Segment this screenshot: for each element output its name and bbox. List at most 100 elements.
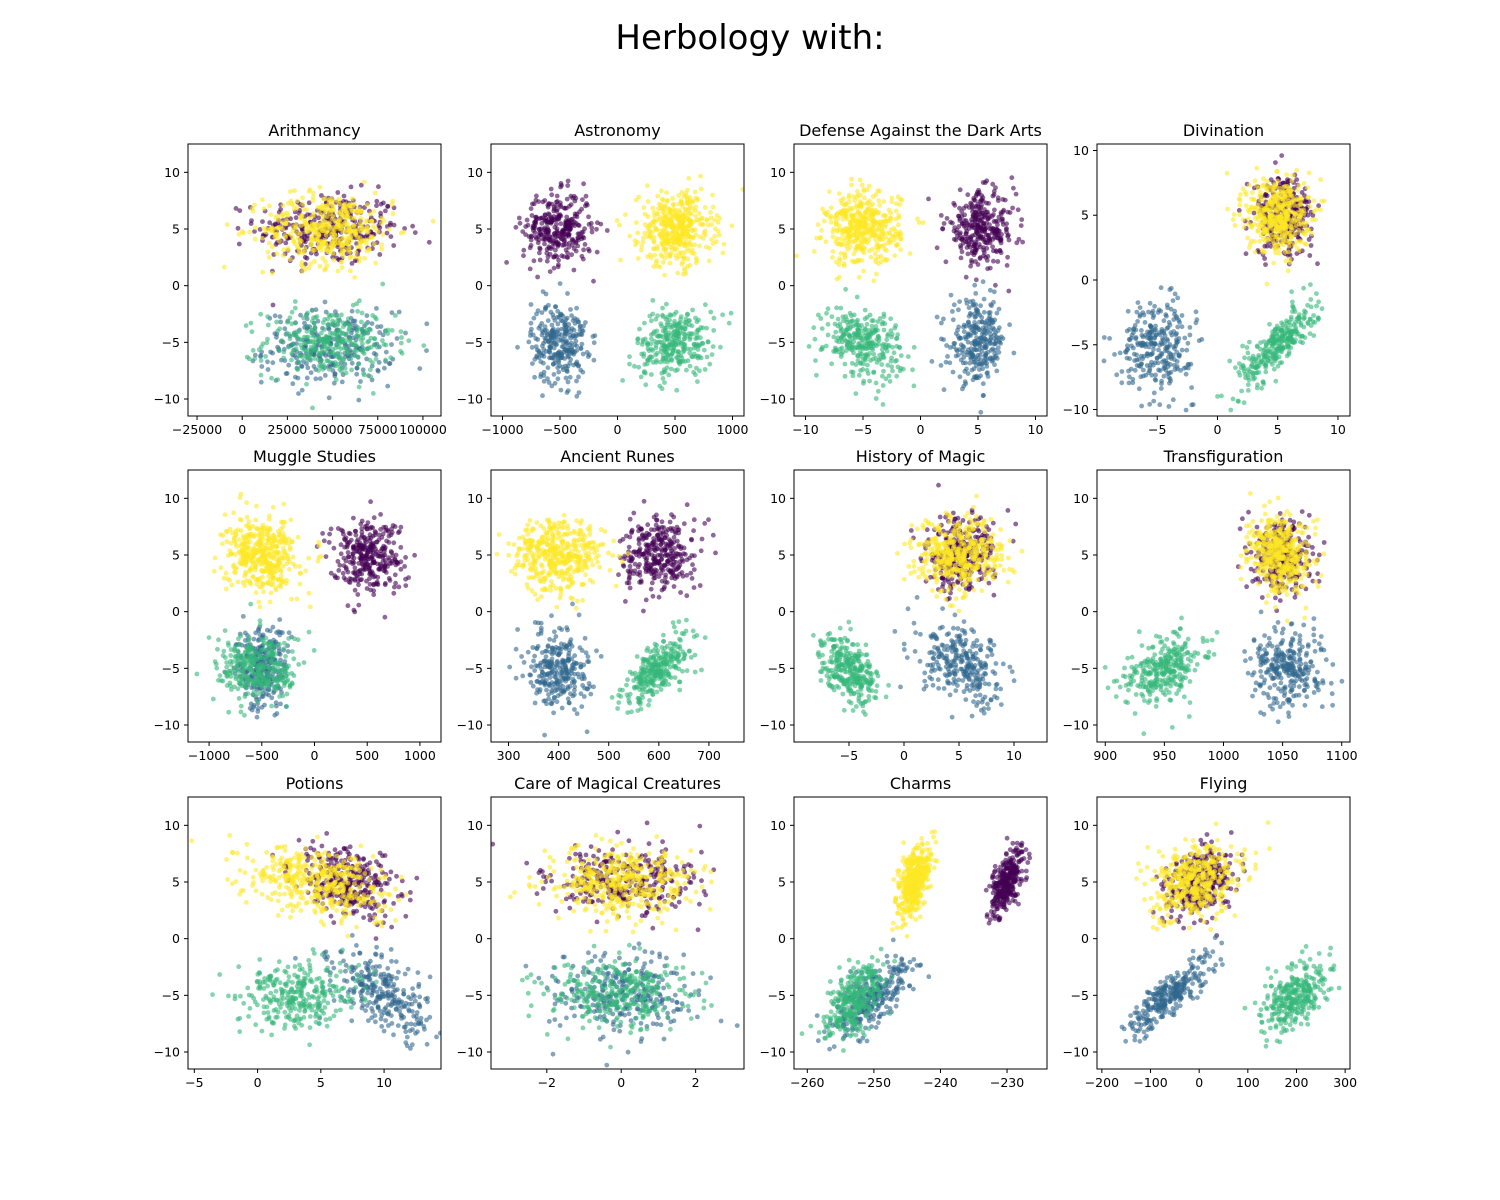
scatter-point xyxy=(850,373,856,379)
scatter-point xyxy=(287,336,293,342)
scatter-point xyxy=(641,235,646,241)
scatter-point xyxy=(873,396,879,401)
scatter-point xyxy=(646,222,652,228)
scatter-point xyxy=(681,332,687,337)
scatter-point xyxy=(654,350,660,356)
scatter-point xyxy=(614,218,620,223)
scatter-point xyxy=(258,311,264,317)
scatter-point xyxy=(885,240,891,246)
scatter-point xyxy=(326,207,332,213)
scatter-point xyxy=(555,199,560,204)
scatter-point xyxy=(866,216,871,222)
scatter-point xyxy=(323,266,328,272)
scatter-point xyxy=(591,278,596,284)
scatter-point xyxy=(953,237,959,243)
scatter-point xyxy=(704,217,709,223)
scatter-point xyxy=(1306,237,1312,242)
scatter-point xyxy=(532,374,537,380)
scatter-point xyxy=(643,370,648,376)
scatter-point xyxy=(300,268,305,274)
scatter-point xyxy=(709,222,714,228)
scatter-point xyxy=(849,360,855,366)
scatter-point xyxy=(650,298,656,303)
scatter-point xyxy=(698,216,704,222)
scatter-point xyxy=(979,335,985,341)
scatter-point xyxy=(1151,398,1157,404)
scatter-point xyxy=(813,358,818,363)
scatter-point xyxy=(1308,243,1314,248)
scatter-point xyxy=(911,344,917,350)
scatter-point xyxy=(515,344,520,350)
scatter-point xyxy=(532,230,538,236)
scatter-point xyxy=(369,321,375,326)
scatter-point xyxy=(311,190,316,196)
scatter-point xyxy=(516,215,522,221)
scatter-point xyxy=(316,244,322,250)
scatter-point xyxy=(958,255,964,261)
scatter-point xyxy=(894,243,899,249)
scatter-point xyxy=(693,315,698,321)
scatter-point xyxy=(595,220,600,226)
scatter-point xyxy=(360,347,365,353)
scatter-point xyxy=(959,249,965,255)
scatter-point xyxy=(669,211,674,216)
scatter-point xyxy=(289,357,294,363)
scatter-point xyxy=(319,206,325,212)
scatter-point xyxy=(581,181,586,187)
scatter-point xyxy=(869,339,875,345)
y-tick-label: 10 xyxy=(164,165,180,180)
scatter-point xyxy=(846,234,852,239)
scatter-point xyxy=(680,344,686,350)
scatter-point xyxy=(343,332,349,338)
scatter-point xyxy=(1279,360,1285,365)
scatter-point xyxy=(579,341,585,347)
scatter-point xyxy=(1166,374,1172,380)
scatter-point xyxy=(999,334,1004,340)
scatter-point xyxy=(824,310,829,316)
scatter-point xyxy=(389,202,395,207)
scatter-point xyxy=(880,383,886,388)
scatter-point xyxy=(540,199,546,205)
scatter-point xyxy=(963,274,969,280)
scatter-point xyxy=(1151,390,1157,396)
scatter-point xyxy=(1307,331,1313,336)
scatter-point xyxy=(340,358,346,364)
scatter-point xyxy=(983,342,988,347)
scatter-point xyxy=(323,242,329,248)
scatter-point xyxy=(957,218,963,223)
y-tick-label: 0 xyxy=(778,278,786,293)
scatter-point xyxy=(537,216,543,222)
scatter-point xyxy=(971,366,977,371)
scatter-point xyxy=(617,222,622,228)
scatter-point xyxy=(839,334,845,340)
scatter-point xyxy=(351,216,357,221)
scatter-point xyxy=(541,347,547,352)
scatter-point xyxy=(565,379,571,385)
scatter-point xyxy=(366,247,372,253)
scatter-point xyxy=(893,228,898,234)
scatter-point xyxy=(926,196,931,202)
scatter-point xyxy=(968,350,974,356)
scatter-point xyxy=(383,342,389,348)
scatter-point xyxy=(580,197,585,203)
scatter-point xyxy=(898,353,904,358)
scatter-point xyxy=(570,318,576,323)
scatter-point xyxy=(950,309,955,314)
scatter-point xyxy=(1242,355,1247,361)
scatter-point xyxy=(881,199,887,205)
scatter-point xyxy=(1264,354,1269,359)
scatter-point xyxy=(589,225,595,231)
scatter-point xyxy=(332,352,338,358)
scatter-point xyxy=(877,203,883,208)
scatter-point xyxy=(1010,205,1015,211)
scatter-point xyxy=(281,355,287,361)
scatter-point xyxy=(962,379,968,385)
scatter-point xyxy=(1306,170,1312,176)
scatter-point xyxy=(576,390,582,395)
scatter-point xyxy=(288,189,293,194)
scatter-point xyxy=(694,197,700,203)
scatter-point xyxy=(864,187,870,193)
scatter-point xyxy=(964,366,969,372)
subplot-2: Defense Against the Dark Arts−10 −5 0 5 10−1… xyxy=(760,121,1048,437)
scatter-point xyxy=(1153,372,1158,378)
